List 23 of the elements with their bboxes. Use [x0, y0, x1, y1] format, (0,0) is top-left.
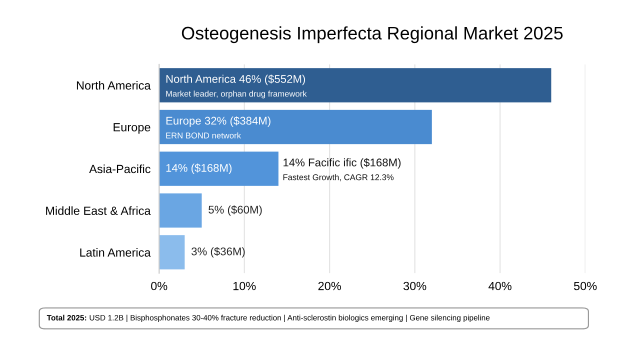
bar [159, 193, 202, 228]
y-tick-label: Middle East & Africa [46, 206, 151, 215]
x-tick-label: 20% [318, 282, 341, 290]
annotation: 14% Facific ific ($168M) Fastest Growth, CAGR 12.3% [283, 158, 401, 182]
y-tick-label: Asia-Pacific [89, 164, 150, 174]
x-tick-label: 50% [574, 282, 597, 290]
x-tick-label: 10% [233, 282, 256, 290]
y-tick-label: Latin America [80, 248, 151, 257]
data-label: Europe 32% ($384M) ERN BOND network [166, 116, 270, 138]
bar [159, 68, 552, 102]
data-label: North America 46% ($552M) Market leader, orphan drug framework [166, 74, 307, 98]
bar [159, 235, 185, 270]
bar [159, 110, 432, 144]
x-tick-label: 40% [488, 282, 512, 290]
chart-title: Osteogenesis Imperfecta Regional Market 2025 [182, 26, 563, 44]
x-tick-label: 0% [151, 282, 168, 290]
data-label: 3% ($36M) [192, 247, 245, 258]
x-tick-label: 30% [403, 282, 426, 290]
y-tick-label: North America [76, 80, 151, 90]
data-label: 14% ($168M) [166, 164, 232, 174]
y-tick-label: Europe [114, 123, 150, 134]
data-label: 5% ($60M) [208, 205, 262, 216]
bar [159, 152, 278, 186]
